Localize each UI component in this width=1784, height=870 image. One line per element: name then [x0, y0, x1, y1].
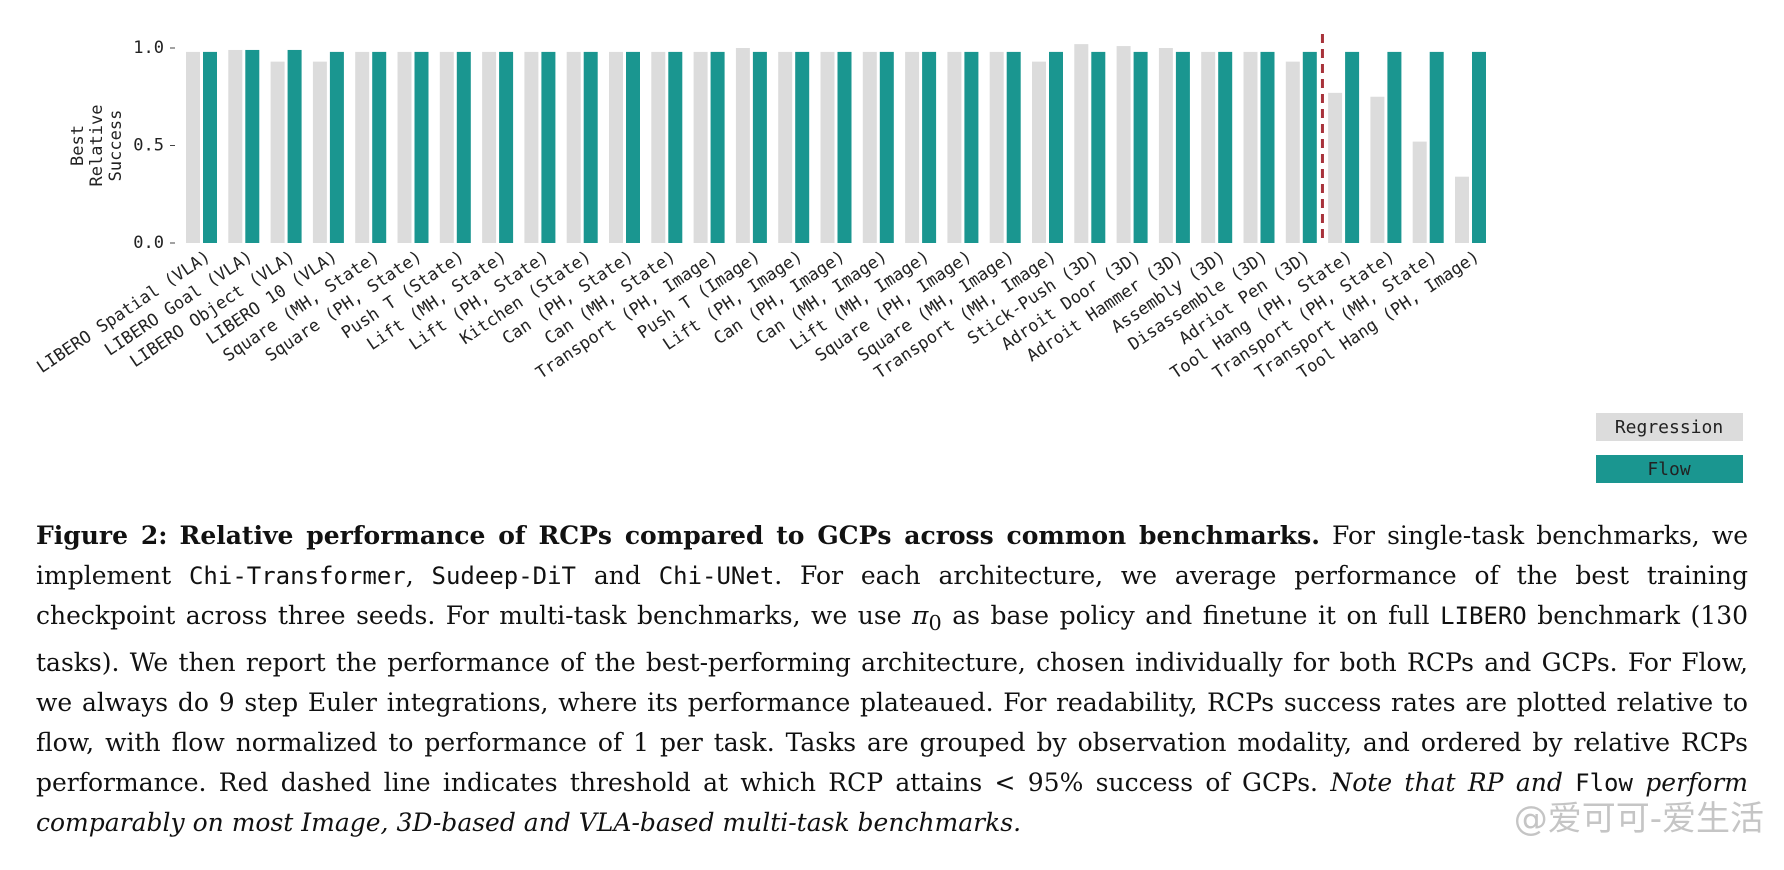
pi-symbol: π — [912, 601, 929, 630]
y-axis-label-line: Best — [68, 125, 88, 166]
flow-bar — [456, 51, 471, 244]
caption-text-2: . For each architecture, we average perf… — [36, 561, 1749, 630]
y-axis-label-line: Success — [106, 110, 126, 182]
regression-bar — [566, 51, 581, 244]
flow-bar — [1175, 51, 1190, 244]
regression-bar — [862, 51, 877, 244]
flow-bar — [752, 51, 767, 244]
x-tick-labels: LIBERO Spatial (VLA)LIBERO Goal (VLA)LIB… — [33, 247, 1483, 384]
flow-bar — [1049, 51, 1063, 244]
regression-bar — [228, 49, 243, 244]
figure-label: Figure 2: — [36, 521, 168, 550]
x-tick-label: LIBERO Spatial (VLA) — [33, 247, 214, 378]
legend-label-flow: Flow — [1647, 459, 1691, 480]
flow-bar — [879, 51, 894, 244]
regression-bar — [609, 51, 623, 244]
figure-title: Relative performance of RCPs compared to… — [179, 521, 1320, 550]
flow-bar — [668, 51, 683, 244]
y-tick-label: 1.0 — [133, 38, 164, 58]
flow-bar — [1302, 51, 1317, 244]
regression-bar — [1285, 61, 1300, 244]
regression-bar — [905, 51, 920, 244]
caption-sep: , — [405, 561, 414, 590]
y-axis: 0.0 0.5 1.0 — [133, 38, 175, 253]
regression-bar — [778, 51, 793, 244]
regression-bar — [1370, 96, 1385, 243]
regression-bar — [312, 61, 327, 244]
regression-bar — [524, 51, 539, 244]
flow-bar — [837, 51, 852, 244]
regression-bar — [186, 51, 200, 244]
flow-bar — [1387, 51, 1402, 244]
regression-bar — [482, 51, 497, 244]
regression-bar — [820, 51, 835, 244]
regression-bar — [693, 51, 708, 244]
regression-bar — [1455, 176, 1469, 243]
pi-subscript: 0 — [928, 611, 942, 635]
flow-bar — [1429, 51, 1444, 244]
y-axis-label: Best Relative Success — [68, 105, 126, 187]
y-tick-label: 0.5 — [133, 136, 164, 156]
regression-bar — [651, 51, 666, 244]
flow-bar — [922, 51, 937, 244]
y-axis-label-line: Relative — [87, 105, 107, 187]
regression-bar — [1116, 46, 1131, 243]
watermark: @爱可可-爱生活 — [1513, 799, 1764, 839]
flow-bar — [583, 51, 598, 244]
legend: Regression Flow — [1596, 413, 1743, 483]
regression-bar — [989, 51, 1004, 244]
arch-sudeep-dit: Sudeep-DiT — [431, 562, 577, 590]
flow-bar — [372, 51, 387, 244]
flow-bar — [795, 51, 810, 244]
flow-bar — [203, 51, 217, 244]
flow-bar — [499, 51, 514, 244]
flow-bar — [245, 49, 260, 244]
figure-caption: Figure 2: Relative performance of RCPs c… — [36, 516, 1748, 843]
regression-bar — [735, 48, 750, 243]
caption-text-1: For single-task benchmarks, we implement — [36, 521, 1749, 590]
regression-bar — [1243, 51, 1258, 244]
flow-bar — [1472, 51, 1486, 244]
regression-bar — [270, 61, 285, 244]
regression-bar — [1412, 141, 1427, 243]
bars — [186, 44, 1486, 244]
legend-swatch-flow — [1596, 455, 1743, 483]
caption-note-1: Note that RP and — [1330, 768, 1563, 797]
flow-bar — [287, 49, 302, 244]
bar-chart: 0.0 0.5 1.0 Best Relative Success LIBERO Spa… — [33, 34, 1743, 483]
flow-bar — [626, 51, 640, 244]
arch-chi-transformer: Chi-Transformer — [188, 562, 406, 590]
flow-bar — [1091, 51, 1106, 244]
regression-bar — [1074, 44, 1089, 243]
y-tick-label: 0.0 — [133, 233, 164, 253]
regression-bar — [1032, 61, 1046, 244]
flow-bar — [1218, 51, 1233, 244]
regression-bar — [1328, 92, 1343, 243]
caption-text-4: benchmark (130 tasks). We then report th… — [36, 601, 1749, 797]
caption-and: and — [593, 561, 641, 590]
flow-bar — [414, 51, 429, 244]
flow-bar — [964, 51, 979, 244]
flow-bar — [1345, 51, 1360, 244]
regression-bar — [355, 51, 370, 244]
flow-bar — [329, 51, 344, 244]
legend-label-regression: Regression — [1615, 417, 1723, 438]
regression-bar — [947, 51, 962, 244]
legend-swatch-regression — [1596, 413, 1743, 441]
libero-code: LIBERO — [1440, 602, 1527, 630]
caption-text-3: as base policy and finetune it on full — [952, 601, 1430, 630]
flow-code: Flow — [1575, 769, 1633, 797]
regression-bar — [439, 51, 454, 244]
regression-bar — [1201, 51, 1216, 244]
regression-bar — [397, 51, 412, 244]
flow-bar — [710, 51, 725, 244]
flow-bar — [541, 51, 556, 244]
arch-chi-unet: Chi-UNet — [658, 562, 775, 590]
regression-bar — [1158, 48, 1173, 243]
flow-bar — [1133, 51, 1148, 244]
flow-bar — [1260, 51, 1275, 244]
flow-bar — [1006, 51, 1021, 244]
caption-note-2: perform comparably on most Image, 3D-bas… — [36, 768, 1748, 837]
